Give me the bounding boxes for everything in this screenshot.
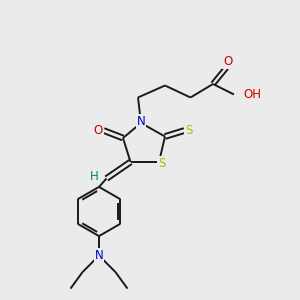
Text: S: S	[158, 157, 166, 170]
Text: N: N	[94, 249, 103, 262]
Text: OH: OH	[243, 88, 261, 101]
Text: N: N	[136, 115, 146, 128]
Text: O: O	[224, 55, 232, 68]
Text: O: O	[94, 124, 103, 137]
Text: S: S	[185, 124, 193, 137]
Text: H: H	[89, 170, 98, 184]
